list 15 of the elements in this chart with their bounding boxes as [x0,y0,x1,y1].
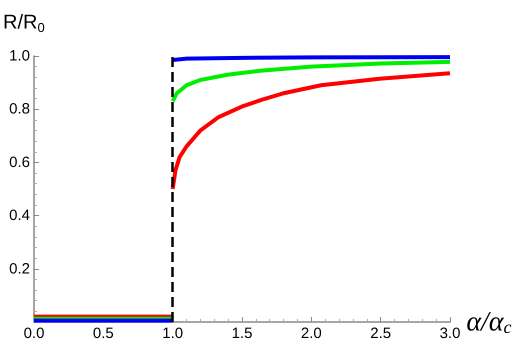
x-tick-label: 1.0 [162,325,184,342]
y-tick-label: 0.2 [9,260,30,278]
x-tick-label: 0.5 [92,325,114,342]
y-tick-label: 1.0 [9,48,30,64]
y-tick-label: 0.4 [9,207,30,224]
x-tick-label: 3.0 [440,325,460,342]
x-tick-label: 0.0 [24,325,44,342]
y-tick-label: 0.8 [9,100,30,118]
line-series [170,71,452,191]
x-axis-title: α/αc [466,306,512,338]
x-tick-label: 2.5 [370,325,392,342]
x-tick-label: 1.5 [232,325,252,342]
x-tick-label: 2.0 [300,325,322,342]
line-series [170,60,452,104]
y-tick-label: 0.6 [9,154,30,171]
